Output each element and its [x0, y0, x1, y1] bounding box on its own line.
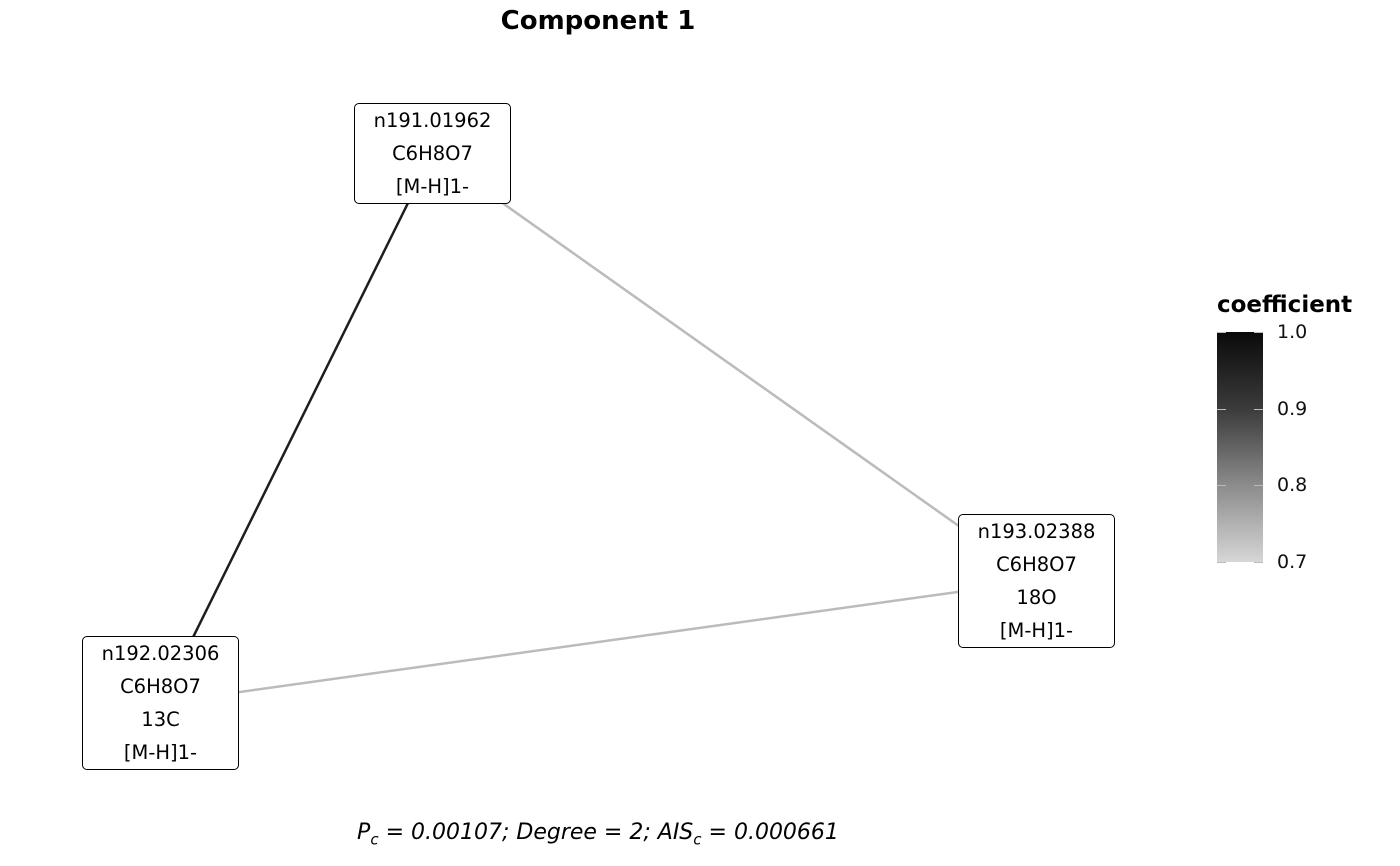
node-label-adduct: [M-H]1- — [123, 741, 198, 764]
caption-ais-value: = 0.000661 — [701, 820, 839, 845]
node-label-isotope: 13C — [141, 708, 180, 731]
legend-colorbar — [1217, 332, 1263, 562]
node-label-id: n191.01962 — [373, 109, 492, 132]
edge-n191.01962-n192.02306 — [159, 152, 434, 704]
legend-tick-mark — [1254, 332, 1263, 333]
legend-tick-mark — [1254, 562, 1263, 563]
legend-tick-mark — [1217, 332, 1226, 333]
node-n191-01962[interactable]: n191.01962 C6H8O7 [M-H]1- — [354, 103, 511, 204]
node-label-formula: C6H8O7 — [996, 553, 1077, 576]
legend-tick-label: 0.9 — [1277, 397, 1308, 420]
legend-tick-label: 0.8 — [1277, 474, 1308, 497]
node-label-adduct: [M-H]1- — [395, 175, 470, 198]
node-label-isotope: 18O — [1016, 586, 1057, 609]
legend-tick-mark — [1254, 485, 1263, 487]
legend-tick-label: 0.7 — [1277, 551, 1308, 573]
legend-tick-mark — [1217, 408, 1226, 410]
caption-pc-subscript: c — [370, 830, 379, 849]
node-label-adduct: [M-H]1- — [999, 619, 1074, 642]
node-label-id: n192.02306 — [101, 642, 220, 665]
plot-title: Component 1 — [500, 6, 696, 36]
caption: Pc = 0.00107; Degree = 2; AISc = 0.00066… — [0, 820, 1196, 848]
legend-tick-mark — [1217, 485, 1226, 487]
legend-title: coefficient — [1217, 292, 1353, 318]
node-label-id: n193.02388 — [977, 520, 1096, 543]
legend-tick-mark — [1217, 562, 1226, 563]
legend-tick-mark — [1254, 408, 1263, 410]
node-label-formula: C6H8O7 — [120, 675, 201, 698]
node-n193-02388[interactable]: n193.02388 C6H8O7 18O [M-H]1- — [958, 514, 1115, 648]
caption-ais-subscript: c — [693, 830, 702, 849]
node-label-formula: C6H8O7 — [392, 142, 473, 165]
edge-n191.01962-n193.02388 — [431, 152, 1038, 583]
node-n192-02306[interactable]: n192.02306 C6H8O7 13C [M-H]1- — [82, 636, 239, 770]
caption-ais-symbol: AIS — [657, 820, 694, 845]
legend-tick-label: 1.0 — [1277, 321, 1308, 343]
caption-pc-symbol: P — [357, 820, 371, 845]
edge-n192.02306-n193.02388 — [160, 579, 1037, 705]
caption-pc-value: = 0.00107; Degree = 2; — [378, 820, 658, 845]
